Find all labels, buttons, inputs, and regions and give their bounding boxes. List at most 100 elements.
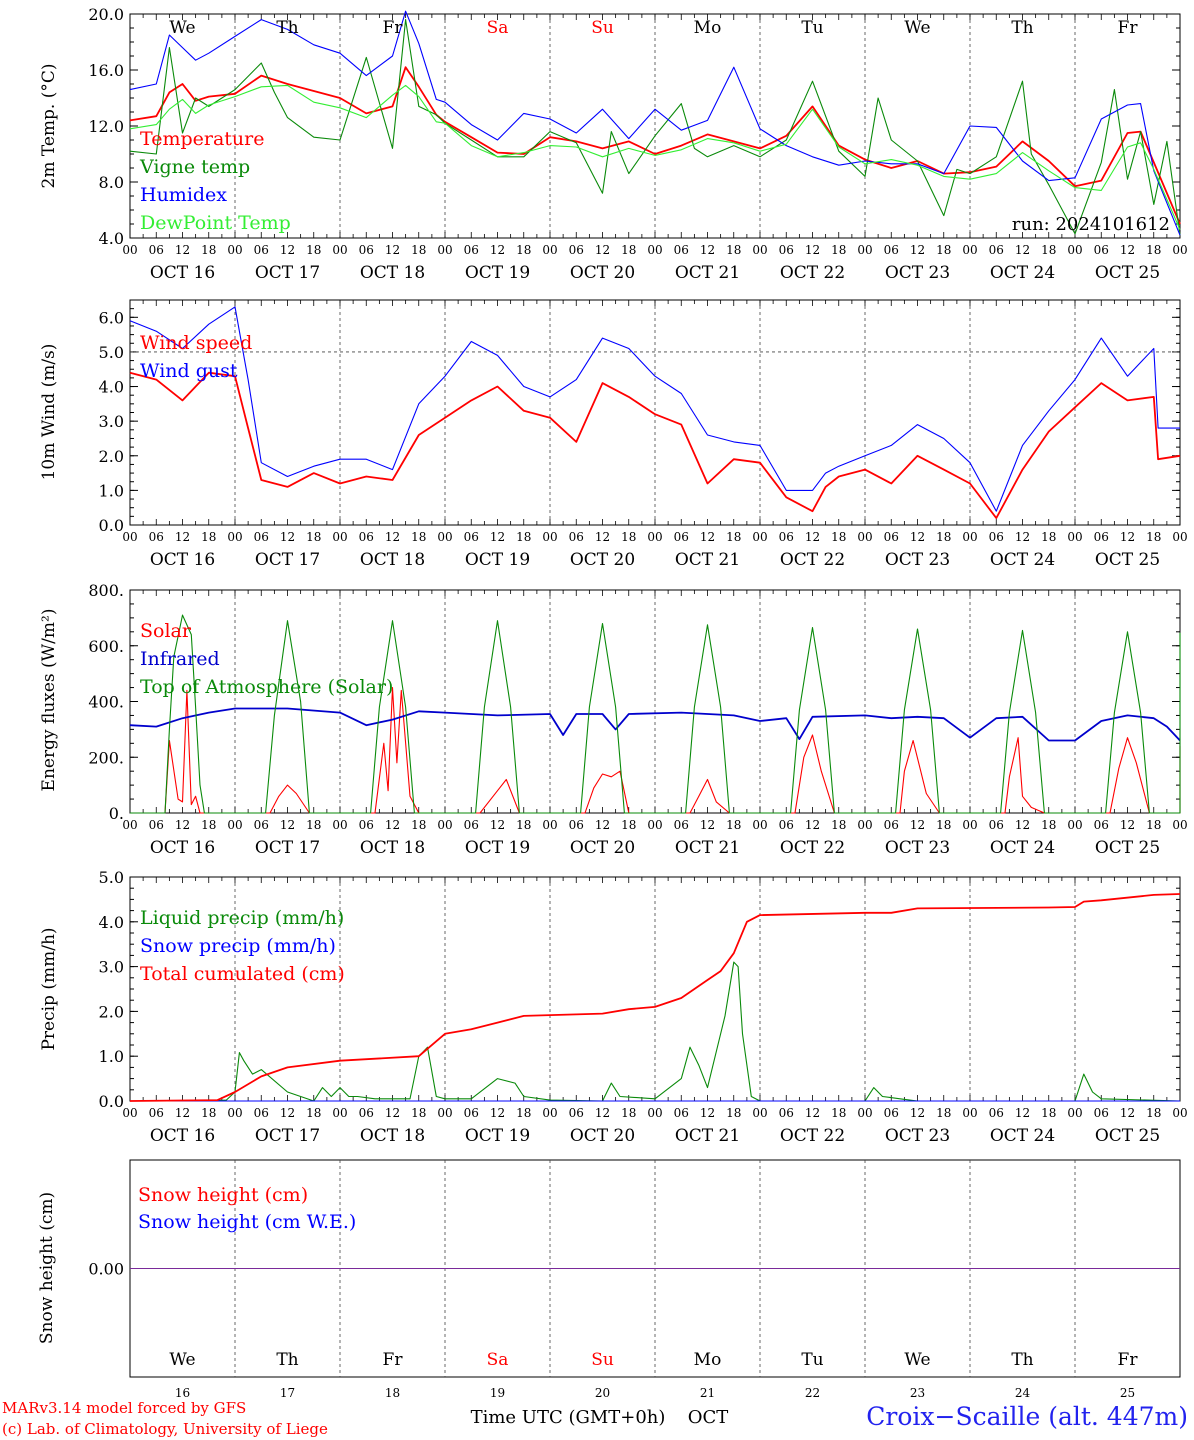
hour-tick-label: 06 [149, 818, 164, 832]
y-tick-label: 800. [88, 581, 124, 600]
weekday-label: Mo [694, 18, 722, 38]
hour-tick-label: 12 [1015, 243, 1030, 257]
hour-tick-label: 18 [1146, 243, 1161, 257]
weekday-label: Sa [487, 1350, 509, 1370]
hour-tick-label: 12 [595, 530, 610, 544]
day-number: 22 [805, 1386, 820, 1400]
hour-tick-label: 12 [805, 530, 820, 544]
hour-tick-label: 00 [122, 818, 137, 832]
hour-tick-label: 12 [490, 243, 505, 257]
hour-tick-label: 18 [201, 530, 216, 544]
y-tick-label: 3.0 [99, 412, 124, 431]
weekday-label: Sa [487, 18, 509, 38]
date-label: OCT 24 [990, 263, 1055, 283]
hour-tick-label: 06 [779, 818, 794, 832]
copyright-credit: (c) Lab. of Climatology, University of L… [2, 1420, 328, 1438]
hour-tick-label: 00 [857, 818, 872, 832]
series-line [129, 371, 1181, 519]
hour-tick-label: 06 [464, 530, 479, 544]
weekday-label: Th [276, 1350, 298, 1370]
plot-frame [129, 299, 1181, 526]
date-label: OCT 22 [780, 1126, 845, 1146]
date-label: OCT 25 [1095, 838, 1160, 858]
hour-tick-label: 00 [542, 243, 557, 257]
hour-tick-label: 18 [726, 818, 741, 832]
weekday-label: Tu [801, 18, 823, 38]
date-label: OCT 21 [675, 263, 740, 283]
hour-tick-label: 06 [569, 243, 584, 257]
hour-tick-label: 00 [857, 530, 872, 544]
date-label: OCT 22 [780, 263, 845, 283]
weekday-label: Fr [383, 1350, 404, 1370]
date-label: OCT 23 [885, 550, 950, 570]
hour-tick-label: 18 [516, 243, 531, 257]
hour-tick-label: 12 [1120, 1106, 1135, 1120]
date-label: OCT 16 [150, 550, 215, 570]
hour-tick-label: 06 [884, 1106, 899, 1120]
hour-tick-label: 06 [464, 818, 479, 832]
hour-tick-label: 12 [1120, 530, 1135, 544]
day-number: 17 [280, 1386, 295, 1400]
hour-tick-label: 00 [962, 243, 977, 257]
hour-tick-label: 06 [1094, 1106, 1109, 1120]
run-annotation: run: 2024101612 [1012, 214, 1170, 235]
hour-tick-label: 00 [1067, 530, 1082, 544]
y-axis-label: 2m Temp. (°C) [39, 63, 59, 188]
y-tick-label: 1.0 [99, 1047, 124, 1066]
day-number: 18 [385, 1386, 400, 1400]
hour-tick-label: 12 [1015, 1106, 1030, 1120]
y-tick-label: 400. [88, 693, 124, 712]
hour-tick-label: 00 [542, 1106, 557, 1120]
hour-tick-label: 06 [989, 530, 1004, 544]
hour-tick-label: 12 [490, 1106, 505, 1120]
hour-tick-label: 12 [175, 530, 190, 544]
date-label: OCT 18 [360, 263, 425, 283]
hour-tick-label: 12 [280, 818, 295, 832]
hour-tick-label: 12 [700, 1106, 715, 1120]
date-label: OCT 25 [1095, 550, 1160, 570]
day-number: 23 [910, 1386, 925, 1400]
hour-tick-label: 18 [516, 1106, 531, 1120]
y-tick-label: 5.0 [99, 868, 124, 887]
hour-tick-label: 18 [1041, 818, 1056, 832]
y-tick-label: 0. [109, 804, 124, 823]
hour-tick-label: 18 [201, 818, 216, 832]
y-axis-label: Energy fluxes (W/m²) [39, 609, 59, 792]
y-axis-label: 10m Wind (m/s) [39, 344, 59, 481]
hour-tick-label: 18 [726, 243, 741, 257]
y-axis-label: Snow height (cm) [37, 1192, 57, 1344]
hour-tick-label: 06 [989, 243, 1004, 257]
date-label: OCT 16 [150, 1126, 215, 1146]
hour-tick-label: 00 [647, 1106, 662, 1120]
legend-entry: Liquid precip (mm/h) [140, 907, 344, 929]
hour-tick-label: 06 [149, 243, 164, 257]
hour-tick-label: 00 [962, 818, 977, 832]
hour-tick-label: 18 [1146, 530, 1161, 544]
hour-tick-label: 06 [569, 530, 584, 544]
hour-tick-label: 18 [936, 243, 951, 257]
hour-tick-label: 00 [1172, 818, 1187, 832]
date-label: OCT 25 [1095, 263, 1160, 283]
hour-tick-label: 12 [1120, 818, 1135, 832]
y-tick-label: 2.0 [99, 1002, 124, 1021]
hour-tick-label: 06 [674, 243, 689, 257]
y-tick-label: 2.0 [99, 447, 124, 466]
date-label: OCT 24 [990, 550, 1055, 570]
y-tick-label: 8.0 [99, 173, 124, 192]
hour-tick-label: 12 [805, 818, 820, 832]
hour-tick-label: 00 [332, 1106, 347, 1120]
hour-tick-label: 18 [621, 818, 636, 832]
legend-entry: Infrared [140, 648, 220, 670]
hour-tick-label: 06 [779, 243, 794, 257]
hour-tick-label: 18 [621, 243, 636, 257]
hour-tick-label: 18 [831, 530, 846, 544]
hour-tick-label: 06 [359, 243, 374, 257]
hour-tick-label: 06 [1094, 530, 1109, 544]
hour-tick-label: 00 [647, 818, 662, 832]
hour-tick-label: 12 [700, 530, 715, 544]
hour-tick-label: 18 [936, 1106, 951, 1120]
hour-tick-label: 18 [1146, 1106, 1161, 1120]
hour-tick-label: 06 [254, 243, 269, 257]
hour-tick-label: 00 [437, 818, 452, 832]
date-label: OCT 20 [570, 838, 635, 858]
